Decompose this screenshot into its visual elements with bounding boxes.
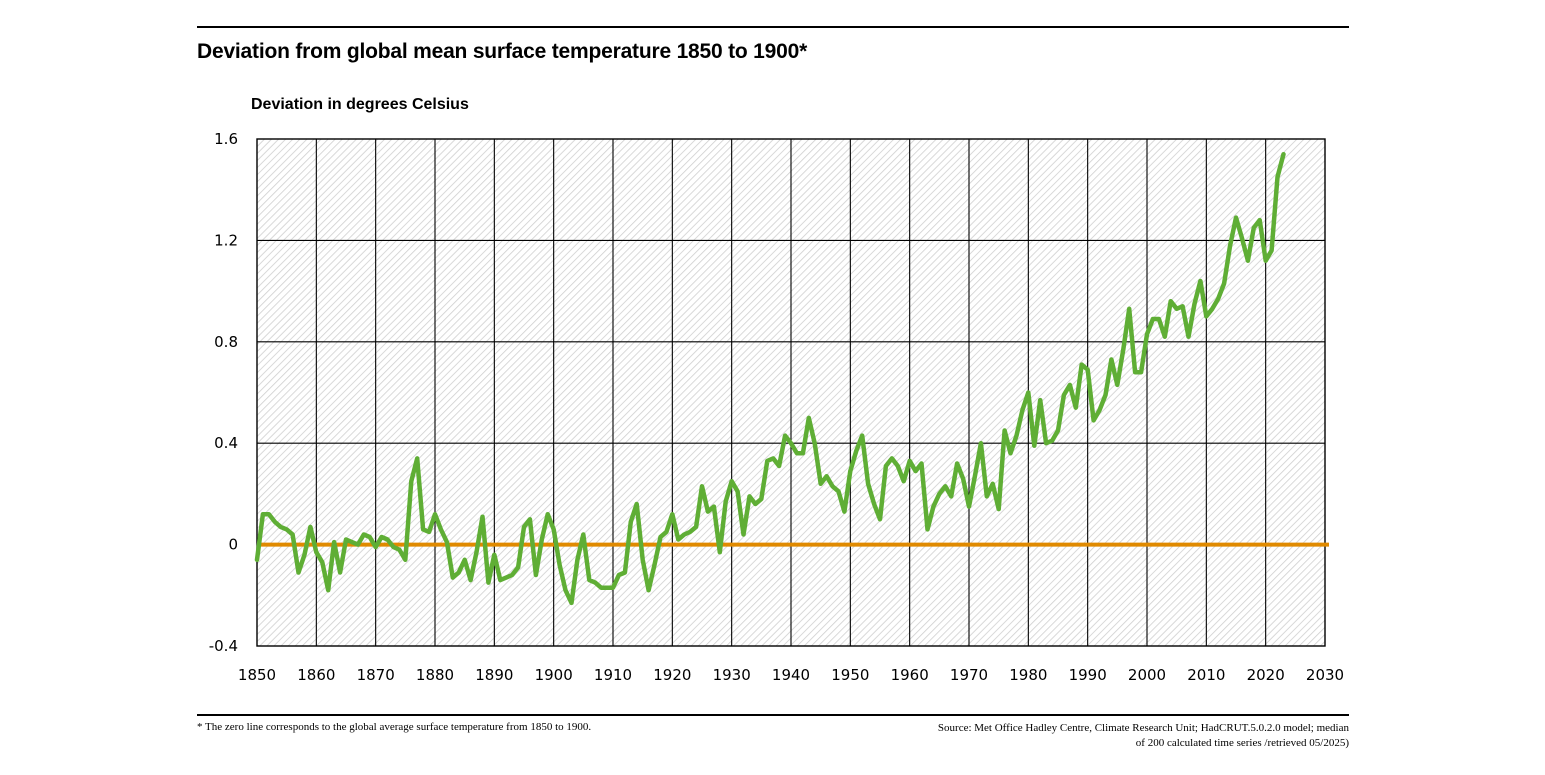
deviation-series-line <box>254 151 1286 606</box>
x-tick-label: 1910 <box>594 666 632 684</box>
chart-title: Deviation from global mean surface tempe… <box>197 40 808 63</box>
plot-border <box>256 138 1326 647</box>
x-tick-label: 1950 <box>831 666 869 684</box>
x-tick-label: 1960 <box>891 666 929 684</box>
x-tick-label: 1970 <box>950 666 988 684</box>
x-tick-label: 2010 <box>1187 666 1225 684</box>
y-tick-label: -0.4 <box>209 637 238 655</box>
source-line-2: of 200 calculated time series /retrieved… <box>1135 737 1349 749</box>
x-tick-label: 1980 <box>1009 666 1047 684</box>
x-tick-label: 1930 <box>713 666 751 684</box>
x-tick-label: 1920 <box>653 666 691 684</box>
y-axis-title: Deviation in degrees Celsius <box>251 96 469 113</box>
footnote: * The zero line corresponds to the globa… <box>197 721 592 733</box>
x-tick-label: 1940 <box>772 666 810 684</box>
y-tick-label: 0.8 <box>214 333 238 351</box>
x-tick-label: 1870 <box>357 666 395 684</box>
top-rule <box>197 26 1349 28</box>
x-tick-label: 2020 <box>1247 666 1285 684</box>
y-axis-tick-labels: -0.4 0 0.4 0.8 1.2 1.6 <box>209 130 238 655</box>
x-tick-label: 2030 <box>1306 666 1344 684</box>
x-tick-label: 2000 <box>1128 666 1166 684</box>
x-tick-label: 1900 <box>535 666 573 684</box>
vertical-gridlines <box>315 139 1267 646</box>
x-tick-label: 1880 <box>416 666 454 684</box>
x-tick-label: 1860 <box>297 666 335 684</box>
x-tick-label: 1990 <box>1069 666 1107 684</box>
source-note: Source: Met Office Hadley Centre, Climat… <box>938 721 1349 751</box>
x-axis-tick-labels: 1850 1860 1870 1880 1890 1900 1910 1920 1930 1940… <box>238 666 1344 684</box>
bottom-rule <box>197 714 1349 716</box>
y-tick-label: 0.4 <box>214 434 238 452</box>
y-tick-label: 1.2 <box>214 231 238 249</box>
source-line-1: Source: Met Office Hadley Centre, Climat… <box>937 722 1349 734</box>
x-tick-label: 1850 <box>238 666 276 684</box>
y-tick-label: 1.6 <box>214 130 238 148</box>
x-tick-label: 1890 <box>475 666 513 684</box>
y-tick-label: 0 <box>228 536 238 554</box>
